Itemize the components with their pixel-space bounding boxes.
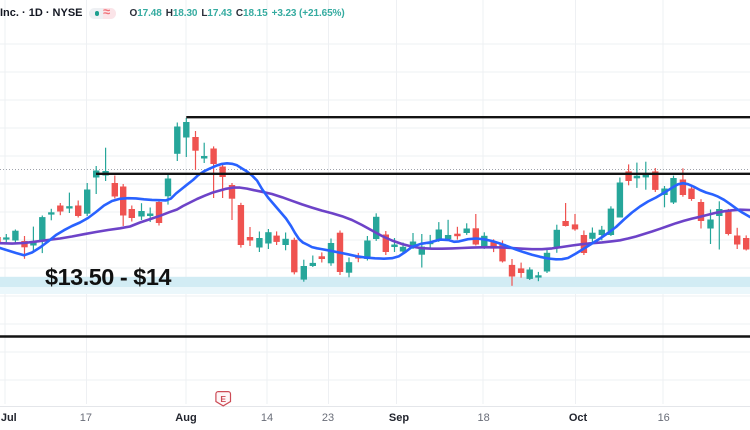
svg-text:Oct: Oct xyxy=(569,412,588,424)
svg-text:14: 14 xyxy=(261,412,273,424)
svg-text:$13.50 - $14: $13.50 - $14 xyxy=(45,264,171,290)
svg-text:17: 17 xyxy=(80,412,92,424)
svg-text:Jul: Jul xyxy=(1,412,17,424)
svg-text:E: E xyxy=(220,394,226,404)
svg-text:Aug: Aug xyxy=(175,412,196,424)
svg-text:Sep: Sep xyxy=(389,412,409,424)
svg-text:23: 23 xyxy=(322,412,334,424)
svg-text:18: 18 xyxy=(477,412,489,424)
svg-text:16: 16 xyxy=(658,412,670,424)
